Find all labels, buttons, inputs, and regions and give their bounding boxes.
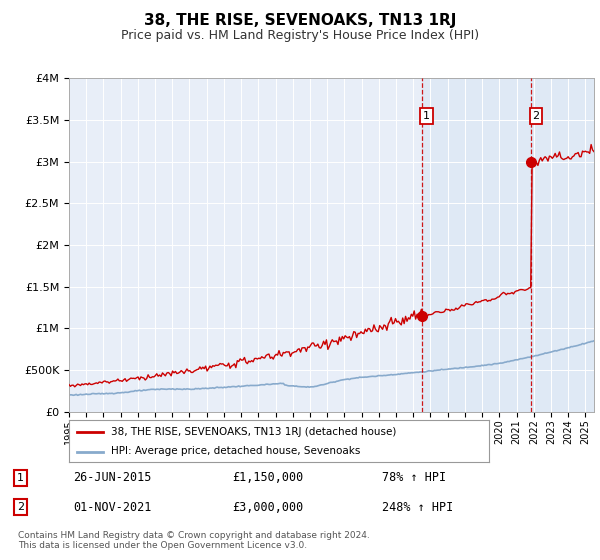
Text: 2: 2 [17,502,24,512]
Text: 01-NOV-2021: 01-NOV-2021 [74,501,152,514]
Text: HPI: Average price, detached house, Sevenoaks: HPI: Average price, detached house, Seve… [111,446,361,456]
Text: Contains HM Land Registry data © Crown copyright and database right 2024.
This d: Contains HM Land Registry data © Crown c… [18,531,370,550]
Text: £3,000,000: £3,000,000 [232,501,304,514]
Text: Price paid vs. HM Land Registry's House Price Index (HPI): Price paid vs. HM Land Registry's House … [121,29,479,42]
Text: 38, THE RISE, SEVENOAKS, TN13 1RJ: 38, THE RISE, SEVENOAKS, TN13 1RJ [144,13,456,28]
Bar [531,78,600,412]
Text: 1: 1 [17,473,24,483]
Text: £1,150,000: £1,150,000 [232,471,304,484]
Text: 26-JUN-2015: 26-JUN-2015 [74,471,152,484]
Text: 1: 1 [423,111,430,121]
Text: 2: 2 [533,111,539,121]
Text: 38, THE RISE, SEVENOAKS, TN13 1RJ (detached house): 38, THE RISE, SEVENOAKS, TN13 1RJ (detac… [111,427,397,437]
Text: 78% ↑ HPI: 78% ↑ HPI [382,471,446,484]
Bar [422,78,531,412]
Text: 248% ↑ HPI: 248% ↑ HPI [382,501,454,514]
